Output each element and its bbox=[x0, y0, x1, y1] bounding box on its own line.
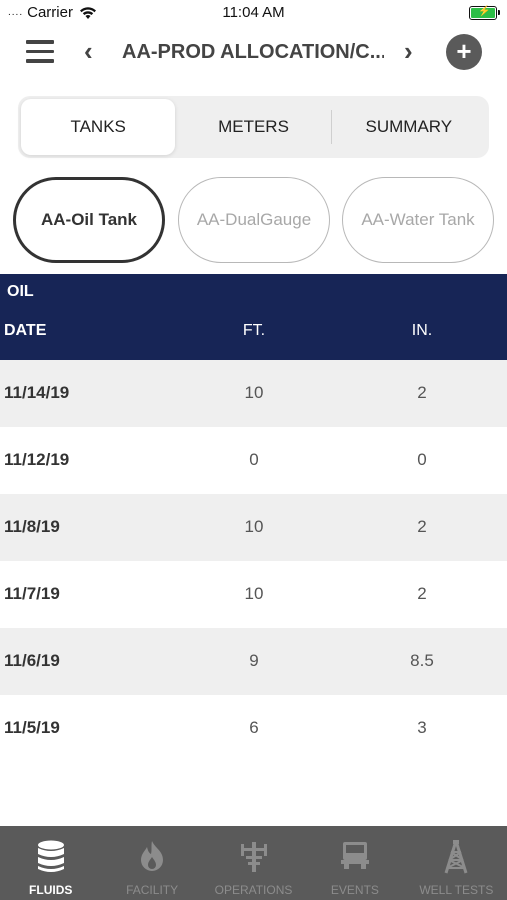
menu-icon[interactable] bbox=[26, 40, 54, 64]
tank-pill-water[interactable]: AA-Water Tank bbox=[342, 177, 494, 263]
row-date: 11/6/19 bbox=[4, 651, 60, 670]
column-headers: DATE FT. IN. bbox=[0, 322, 507, 346]
tab-label: FACILITY bbox=[126, 883, 179, 897]
row-ft: 0 bbox=[249, 450, 259, 469]
battery-icon: ⚡ bbox=[469, 6, 500, 20]
column-header-ft: FT. bbox=[242, 322, 266, 339]
table-header: OIL DATE FT. IN. bbox=[0, 274, 507, 360]
column-header-in: IN. bbox=[411, 322, 433, 339]
battery-level: ⚡ bbox=[471, 6, 495, 18]
flame-icon bbox=[141, 841, 164, 871]
table-row[interactable]: 11/8/19 10 2 bbox=[0, 494, 507, 561]
charging-bolt-icon: ⚡ bbox=[478, 6, 491, 17]
status-bar: .... Carrier 11:04 AM ⚡ bbox=[0, 0, 507, 26]
status-left: .... Carrier bbox=[8, 4, 97, 21]
page-title: AA-PROD ALLOCATION/C... bbox=[122, 41, 384, 63]
row-ft: 10 bbox=[244, 383, 264, 402]
row-date: 11/14/19 bbox=[4, 383, 70, 402]
table-row[interactable]: 11/7/19 10 2 bbox=[0, 561, 507, 628]
tab-label: EVENTS bbox=[330, 883, 379, 897]
bottom-tab-bar: FLUIDS FACILITY OPERATIONS EVENTS bbox=[0, 826, 507, 900]
row-ft: 10 bbox=[244, 584, 264, 603]
tab-label: WELL TESTS bbox=[419, 883, 494, 897]
table-row[interactable]: 11/6/19 9 8.5 bbox=[0, 628, 507, 695]
tab-meters[interactable]: METERS bbox=[218, 117, 289, 136]
tab-fluids[interactable]: FLUIDS bbox=[0, 826, 101, 900]
view-segmented-control: TANKS METERS SUMMARY bbox=[18, 96, 489, 158]
truck-icon bbox=[340, 842, 369, 869]
carrier-label: Carrier bbox=[27, 4, 73, 21]
section-title: OIL bbox=[7, 283, 34, 300]
signal-dots: .... bbox=[8, 7, 24, 18]
tab-tanks[interactable]: TANKS bbox=[21, 99, 176, 155]
row-date: 11/7/19 bbox=[4, 584, 60, 603]
next-chevron-icon[interactable]: › bbox=[404, 36, 413, 66]
tank-selector: AA-Oil Tank AA-DualGauge AA-Water Tank bbox=[0, 177, 507, 263]
row-ft: 6 bbox=[249, 718, 259, 737]
row-in: 2 bbox=[417, 584, 427, 603]
previous-chevron-icon[interactable]: ‹ bbox=[84, 36, 93, 66]
row-in: 0 bbox=[417, 450, 427, 469]
tab-operations[interactable]: OPERATIONS bbox=[203, 826, 304, 900]
table-row[interactable]: 11/12/19 0 0 bbox=[0, 427, 507, 494]
derrick-icon bbox=[444, 840, 468, 874]
row-in: 8.5 bbox=[410, 651, 434, 670]
nav-header: ‹ AA-PROD ALLOCATION/C... › + bbox=[0, 30, 507, 76]
row-date: 11/8/19 bbox=[4, 517, 60, 536]
add-button[interactable]: + bbox=[446, 34, 482, 70]
tab-label: FLUIDS bbox=[29, 883, 73, 897]
row-date: 11/5/19 bbox=[4, 718, 60, 737]
tank-pill-oil[interactable]: AA-Oil Tank bbox=[13, 177, 165, 263]
column-header-date: DATE bbox=[4, 322, 47, 339]
row-ft: 10 bbox=[244, 517, 264, 536]
tab-facility[interactable]: FACILITY bbox=[101, 826, 202, 900]
row-date: 11/12/19 bbox=[4, 450, 70, 469]
gauge-readings-list: 11/14/19 10 2 11/12/19 0 0 11/8/19 10 2 … bbox=[0, 360, 507, 762]
tank-pill-dualgauge[interactable]: AA-DualGauge bbox=[178, 177, 330, 263]
tab-well-tests[interactable]: WELL TESTS bbox=[406, 826, 507, 900]
tab-summary[interactable]: SUMMARY bbox=[365, 117, 453, 136]
wifi-icon bbox=[79, 6, 96, 19]
row-in: 3 bbox=[417, 718, 427, 737]
pump-icon bbox=[240, 842, 267, 872]
table-row[interactable]: 11/14/19 10 2 bbox=[0, 360, 507, 427]
tab-events[interactable]: EVENTS bbox=[304, 826, 405, 900]
tab-label: OPERATIONS bbox=[214, 883, 293, 897]
database-icon bbox=[37, 840, 64, 872]
row-in: 2 bbox=[417, 517, 427, 536]
segment-divider bbox=[330, 110, 332, 144]
status-time: 11:04 AM bbox=[222, 4, 285, 21]
row-ft: 9 bbox=[249, 651, 259, 670]
table-row[interactable]: 11/5/19 6 3 bbox=[0, 695, 507, 762]
row-in: 2 bbox=[417, 383, 427, 402]
